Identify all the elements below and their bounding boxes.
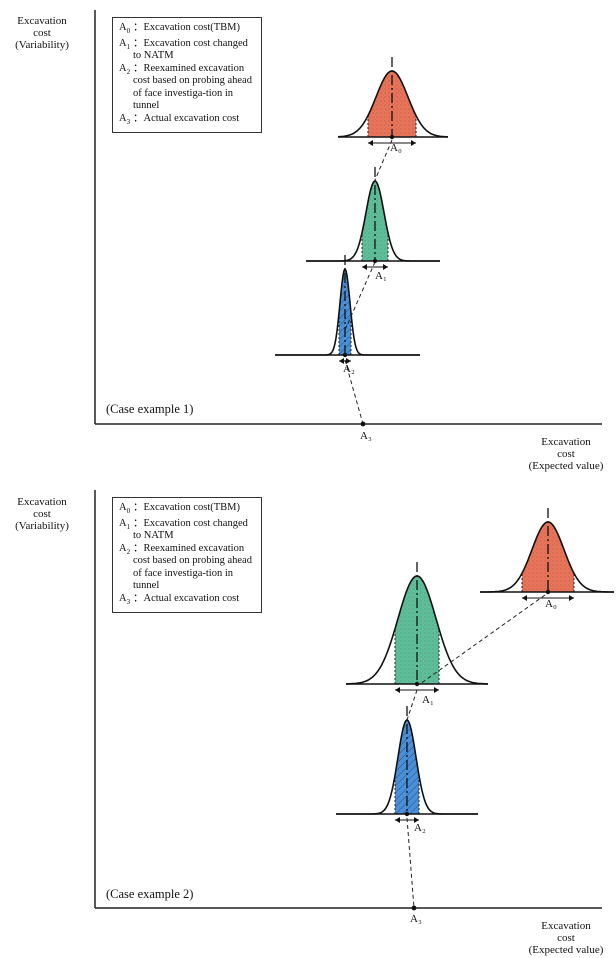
legend-item-a2: A2 ：Reexamined excavation cost based on p…	[119, 62, 252, 112]
panel2-y-axis-label: Excavation cost (Variability)	[2, 496, 82, 532]
legend-item-a3: A3 ：Actual excavation cost	[119, 112, 240, 126]
panel1-y-axis-label: Excavation cost (Variability)	[2, 15, 82, 51]
legend-item-a1: A1 ：Excavation cost changed to NATM	[119, 517, 248, 542]
p2-path-a2-a3	[406, 817, 415, 909]
panel1-point-a2: A₂	[343, 363, 355, 375]
p1-a0-point-dot	[389, 134, 395, 140]
panel1-x-axis-label: Excavation cost (Expected value)	[520, 436, 612, 472]
p1-a1-arrowhead-right	[383, 264, 388, 270]
p2-a0-point-dot	[545, 589, 551, 595]
legend-item-a0: A0 ：Excavation cost(TBM)	[119, 502, 241, 516]
p2-path-a1-a2	[406, 689, 418, 721]
p2-path-a0-a1	[419, 594, 546, 685]
p1-a0-curve	[337, 70, 449, 138]
panel1-point-a0: A₀	[390, 142, 402, 154]
x-label-line: cost	[557, 932, 575, 944]
y-label-line: Excavation	[17, 15, 67, 27]
panel2-point-a0: A₀	[545, 598, 557, 610]
p2-a1-point-dot	[414, 681, 420, 687]
y-label-line: Excavation	[17, 496, 67, 508]
panel2-point-a2: A₂	[414, 822, 426, 834]
p2-a0-arrowhead-left	[522, 595, 527, 601]
p1-a1-point-dot	[372, 258, 378, 264]
panel1-case-label: (Case example 1)	[106, 402, 194, 416]
panel2-x-axis-label: Excavation cost (Expected value)	[520, 920, 612, 956]
p2-a2-arrowhead-left	[395, 817, 400, 823]
panel2-point-a1: A₁	[422, 694, 434, 706]
legend-item-a2: A2 ：Reexamined excavation cost based on p…	[119, 542, 252, 592]
x-label-line: Excavation	[541, 436, 591, 448]
y-label-line: (Variability)	[15, 520, 69, 532]
y-label-line: cost	[33, 508, 51, 520]
panel1-point-a3: A₃	[360, 430, 372, 442]
x-label-line: (Expected value)	[528, 944, 604, 956]
panel1-legend: A0 ：Excavation cost(TBM) A1 ：Excavation co…	[112, 17, 262, 134]
legend-item-a3: A3 ：Actual excavation cost	[119, 592, 240, 606]
x-label-line: (Expected value)	[528, 460, 604, 472]
p1-a0-arrowhead-right	[411, 140, 416, 146]
p1-path-a1-a2	[344, 261, 376, 331]
panel2-point-a3: A₃	[410, 913, 422, 925]
p1-a2-arrowhead-right	[346, 358, 351, 364]
panel2-case-label: (Case example 2)	[106, 887, 194, 901]
p2-a3-point	[411, 905, 417, 911]
p2-a1-arrowhead-left	[395, 687, 400, 693]
p2-a0-arrowhead-right	[569, 595, 574, 601]
p1-a1-arrowhead-left	[362, 264, 367, 270]
p1-a0-arrowhead-left	[368, 140, 373, 146]
legend-item-a0: A0 ：Excavation cost(TBM)	[119, 22, 241, 36]
legend-item-a1: A1 ：Excavation cost changed to NATM	[119, 37, 248, 62]
p2-a2-arrowhead-right	[414, 817, 419, 823]
x-label-line: Excavation	[541, 920, 591, 932]
p1-path-a0-a1	[374, 139, 393, 181]
p1-a3-point	[360, 421, 366, 427]
p2-a2-point-dot	[404, 811, 410, 817]
p1-a2-point-dot	[342, 352, 348, 358]
p2-a0-curve	[480, 521, 614, 593]
x-label-line: cost	[557, 448, 575, 460]
y-label-line: cost	[33, 27, 51, 39]
p2-a1-arrowhead-right	[434, 687, 439, 693]
panel1-point-a1: A₁	[375, 270, 387, 282]
panel2-legend: A0 ：Excavation cost(TBM) A1 ：Excavation co…	[112, 497, 262, 614]
y-label-line: (Variability)	[15, 39, 69, 51]
p1-a2-arrowhead-left	[339, 358, 344, 364]
